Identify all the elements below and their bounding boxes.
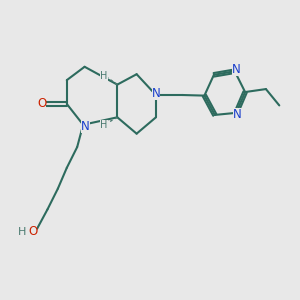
Text: H: H [100, 120, 108, 130]
Text: H: H [100, 71, 108, 81]
Text: O: O [37, 98, 46, 110]
Text: N: N [81, 120, 90, 133]
Text: N: N [232, 63, 241, 76]
Text: N: N [233, 108, 242, 121]
Text: O: O [28, 225, 37, 238]
Text: N: N [152, 87, 160, 100]
Text: H: H [18, 227, 26, 237]
